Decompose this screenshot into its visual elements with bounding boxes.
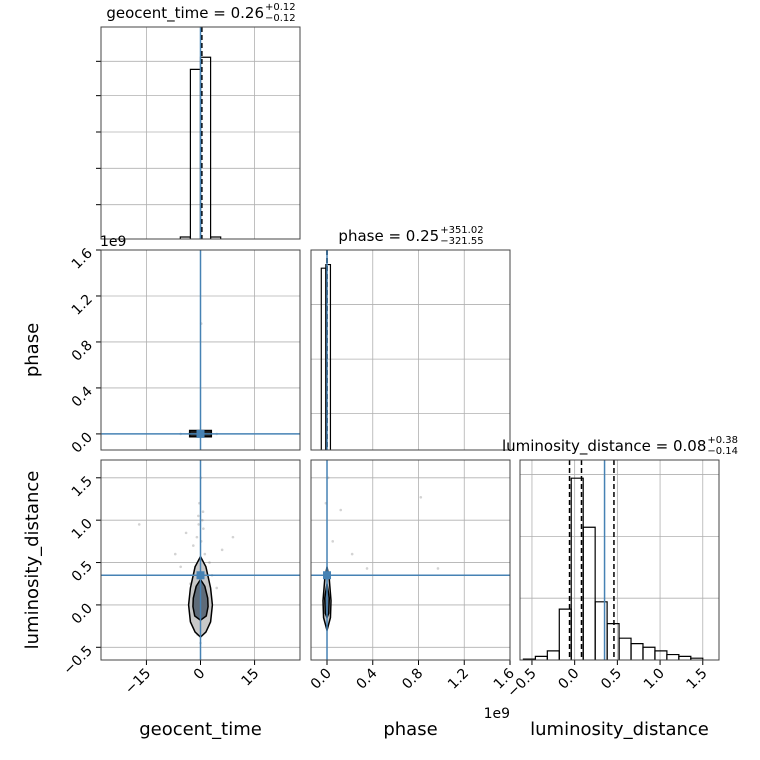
sample-point (208, 561, 211, 564)
sample-point (350, 552, 354, 556)
panel-title: phase = 0.25 (338, 227, 439, 245)
title-upper: +351.02 (440, 225, 483, 236)
histogram-bar (209, 236, 222, 239)
sample-point (220, 548, 224, 552)
sample-point (195, 535, 199, 539)
sample-point (173, 552, 177, 556)
panel-frame (310, 249, 511, 451)
x-axis-label: luminosity_distance (530, 719, 709, 740)
title-lower: −321.55 (440, 236, 483, 247)
panel (101, 27, 300, 239)
title-lower: −0.12 (265, 13, 296, 24)
panel-frame (519, 459, 720, 661)
sample-point (365, 567, 369, 570)
sample-point (202, 527, 205, 530)
panel-title: geocent_time = 0.26 (106, 4, 264, 23)
y-axis-label: luminosity_distance (22, 471, 43, 650)
sample-point (203, 552, 207, 556)
y-axis-label: phase (22, 323, 43, 377)
panel-frame (100, 459, 301, 661)
panel-background (311, 250, 510, 450)
sample-point (339, 508, 343, 512)
y-offset: 1e9 (100, 234, 126, 250)
truth-marker (323, 571, 332, 580)
panel (520, 460, 719, 660)
panel-frame (100, 249, 301, 451)
truth-marker (196, 429, 205, 438)
histogram-bar (325, 263, 332, 450)
histogram-bar (690, 657, 704, 660)
x-offset: 1e9 (484, 706, 510, 722)
truth-marker (196, 571, 205, 580)
panel (101, 460, 300, 660)
sample-point (201, 510, 205, 513)
x-axis-label: phase (383, 719, 437, 740)
sample-point (436, 567, 440, 570)
sample-point (179, 565, 182, 569)
sample-point (201, 518, 204, 522)
title-lower: −0.14 (707, 446, 738, 457)
panel (311, 250, 510, 450)
sample-point (231, 535, 235, 539)
sample-point (215, 586, 219, 590)
title-upper: +0.38 (707, 435, 738, 446)
panel-title: luminosity_distance = 0.08 (502, 437, 706, 456)
panel (101, 250, 300, 450)
sample-point (197, 523, 200, 526)
panel-frame (100, 26, 301, 240)
histogram-bar (582, 526, 596, 660)
panel (311, 460, 510, 660)
sample-point (419, 495, 423, 499)
sample-point (184, 531, 188, 535)
panel-background (311, 460, 510, 660)
sample-point (331, 540, 335, 543)
panel-frame (310, 459, 511, 661)
x-axis-label: geocent_time (139, 719, 262, 740)
title-upper: +0.12 (265, 2, 296, 13)
sample-point (137, 523, 141, 526)
sample-point (197, 514, 200, 518)
sample-point (191, 544, 195, 547)
